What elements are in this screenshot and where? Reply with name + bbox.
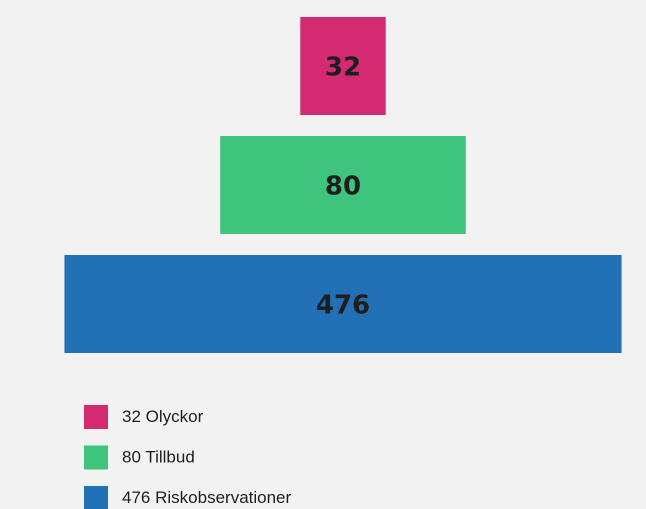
- pyramid-bar: [64, 255, 622, 353]
- legend-name: Olyckor: [146, 407, 204, 426]
- bar-label: 32: [325, 53, 361, 83]
- legend-value: 32: [122, 407, 141, 426]
- bar-label: 476: [316, 291, 370, 321]
- legend-swatch: [84, 486, 108, 509]
- bar-label: 80: [325, 172, 361, 202]
- legend-value: 476: [122, 488, 150, 507]
- legend-value: 80: [122, 448, 141, 467]
- legend-entry: 476 Riskobservationer: [122, 488, 292, 507]
- legend-swatch: [84, 405, 108, 429]
- legend-swatch: [84, 445, 108, 470]
- pyramid-bar: [220, 136, 466, 234]
- legend-name: Riskobservationer: [155, 488, 291, 507]
- pyramid-bar: [300, 17, 386, 115]
- legend-entry: 80 Tillbud: [122, 448, 195, 467]
- legend-name: Tillbud: [145, 448, 194, 467]
- legend-entry: 32 Olyckor: [122, 407, 204, 426]
